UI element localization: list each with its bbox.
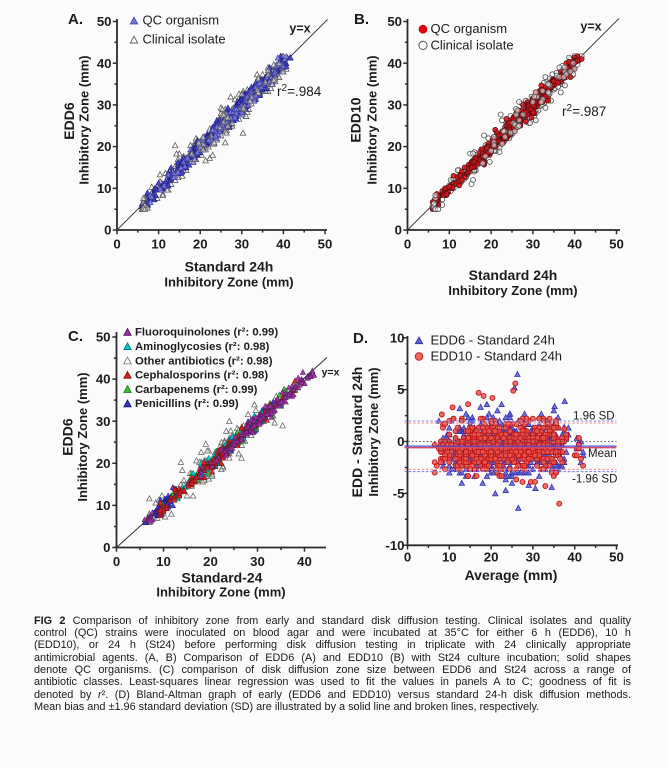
svg-text:B.: B.: [354, 11, 369, 28]
svg-text:10: 10: [156, 554, 171, 569]
svg-text:20: 20: [484, 550, 499, 565]
svg-text:20: 20: [96, 456, 111, 471]
svg-text:y=x: y=x: [322, 366, 340, 378]
svg-text:30: 30: [234, 237, 249, 252]
svg-text:40: 40: [567, 550, 582, 565]
svg-text:40: 40: [96, 372, 111, 387]
svg-text:-10: -10: [385, 538, 404, 553]
svg-text:20: 20: [203, 554, 218, 569]
svg-text:30: 30: [96, 414, 111, 429]
svg-text:40: 40: [297, 554, 312, 569]
svg-text:Clinical isolate: Clinical isolate: [143, 32, 226, 47]
svg-text:20: 20: [387, 139, 402, 154]
svg-text:0: 0: [113, 554, 120, 569]
svg-text:QC organism: QC organism: [143, 13, 220, 28]
svg-text:Inhibitory Zone (mm): Inhibitory Zone (mm): [366, 367, 381, 496]
svg-text:Penicillins (r²: 0.99): Penicillins (r²: 0.99): [135, 398, 239, 410]
svg-text:Inhibitory Zone (mm): Inhibitory Zone (mm): [77, 55, 92, 184]
svg-text:Inhibitory Zone (mm): Inhibitory Zone (mm): [365, 55, 380, 184]
svg-text:1.96 SD: 1.96 SD: [573, 411, 615, 423]
svg-text:10: 10: [442, 237, 457, 252]
svg-text:40: 40: [387, 56, 402, 71]
svg-text:EDD6: EDD6: [60, 418, 76, 456]
svg-text:Standard 24h: Standard 24h: [469, 267, 558, 283]
svg-text:0: 0: [404, 237, 411, 252]
svg-text:C.: C.: [68, 328, 83, 345]
svg-text:Standard 24h: Standard 24h: [185, 259, 274, 275]
svg-text:30: 30: [97, 98, 112, 113]
svg-text:Standard-24: Standard-24: [182, 570, 263, 586]
svg-text:50: 50: [97, 14, 112, 29]
svg-text:50: 50: [609, 550, 624, 565]
svg-text:10: 10: [442, 550, 457, 565]
svg-text:20: 20: [484, 237, 499, 252]
svg-text:50: 50: [387, 14, 402, 29]
svg-text:r2=.984: r2=.984: [277, 83, 322, 99]
svg-text:Fluoroquinolones (r²: 0.99): Fluoroquinolones (r²: 0.99): [135, 327, 278, 339]
svg-text:0: 0: [113, 237, 120, 252]
svg-text:D.: D.: [353, 330, 368, 347]
svg-text:50: 50: [318, 237, 333, 252]
svg-text:-5: -5: [393, 486, 405, 501]
svg-text:EDD - Standard 24h: EDD - Standard 24h: [349, 367, 365, 498]
svg-text:5: 5: [397, 382, 404, 397]
svg-text:EDD6 - Standard 24h: EDD6 - Standard 24h: [431, 333, 555, 348]
svg-text:40: 40: [276, 237, 291, 252]
svg-text:10: 10: [151, 237, 166, 252]
svg-text:0: 0: [397, 434, 404, 449]
svg-text:EDD10: EDD10: [348, 97, 364, 142]
svg-text:Aminoglycosies (r²: 0.98): Aminoglycosies (r²: 0.98): [135, 341, 270, 353]
svg-text:20: 20: [193, 237, 208, 252]
svg-text:r2=.987: r2=.987: [562, 103, 606, 119]
svg-text:10: 10: [390, 330, 405, 345]
svg-text:Other antibiotics (r²: 0.98): Other antibiotics (r²: 0.98): [135, 355, 273, 367]
svg-text:Cephalosporins (r²: 0.98): Cephalosporins (r²: 0.98): [135, 370, 268, 382]
svg-text:30: 30: [526, 550, 541, 565]
svg-text:Clinical isolate: Clinical isolate: [431, 37, 514, 52]
svg-text:0: 0: [404, 550, 411, 565]
svg-text:EDD6: EDD6: [61, 102, 77, 140]
svg-text:-1.96 SD: -1.96 SD: [572, 474, 617, 486]
svg-text:y=x: y=x: [580, 20, 601, 34]
svg-text:30: 30: [526, 237, 541, 252]
svg-text:30: 30: [387, 98, 402, 113]
svg-text:50: 50: [609, 237, 624, 252]
svg-text:10: 10: [387, 181, 402, 196]
svg-text:EDD10 - Standard 24h: EDD10 - Standard 24h: [431, 349, 563, 364]
svg-text:Carbapenems (r²: 0.99): Carbapenems (r²: 0.99): [135, 384, 258, 396]
svg-text:40: 40: [567, 237, 582, 252]
svg-text:0: 0: [395, 223, 402, 238]
svg-text:10: 10: [97, 181, 112, 196]
svg-text:Inhibitory Zone (mm): Inhibitory Zone (mm): [75, 372, 90, 501]
svg-text:40: 40: [97, 56, 112, 71]
svg-text:Mean: Mean: [588, 448, 617, 460]
svg-text:Inhibitory Zone (mm): Inhibitory Zone (mm): [164, 275, 293, 290]
svg-text:Inhibitory Zone (mm): Inhibitory Zone (mm): [448, 283, 577, 298]
svg-text:0: 0: [103, 540, 110, 555]
svg-text:30: 30: [250, 554, 265, 569]
svg-text:50: 50: [96, 330, 111, 345]
svg-text:A.: A.: [68, 11, 83, 28]
svg-text:0: 0: [104, 223, 111, 238]
svg-text:Average (mm): Average (mm): [465, 567, 558, 583]
svg-text:QC organism: QC organism: [431, 21, 508, 36]
svg-text:20: 20: [97, 139, 112, 154]
svg-text:10: 10: [96, 498, 111, 513]
svg-text:Inhibitory Zone (mm): Inhibitory Zone (mm): [156, 585, 285, 600]
svg-text:y=x: y=x: [289, 22, 310, 36]
